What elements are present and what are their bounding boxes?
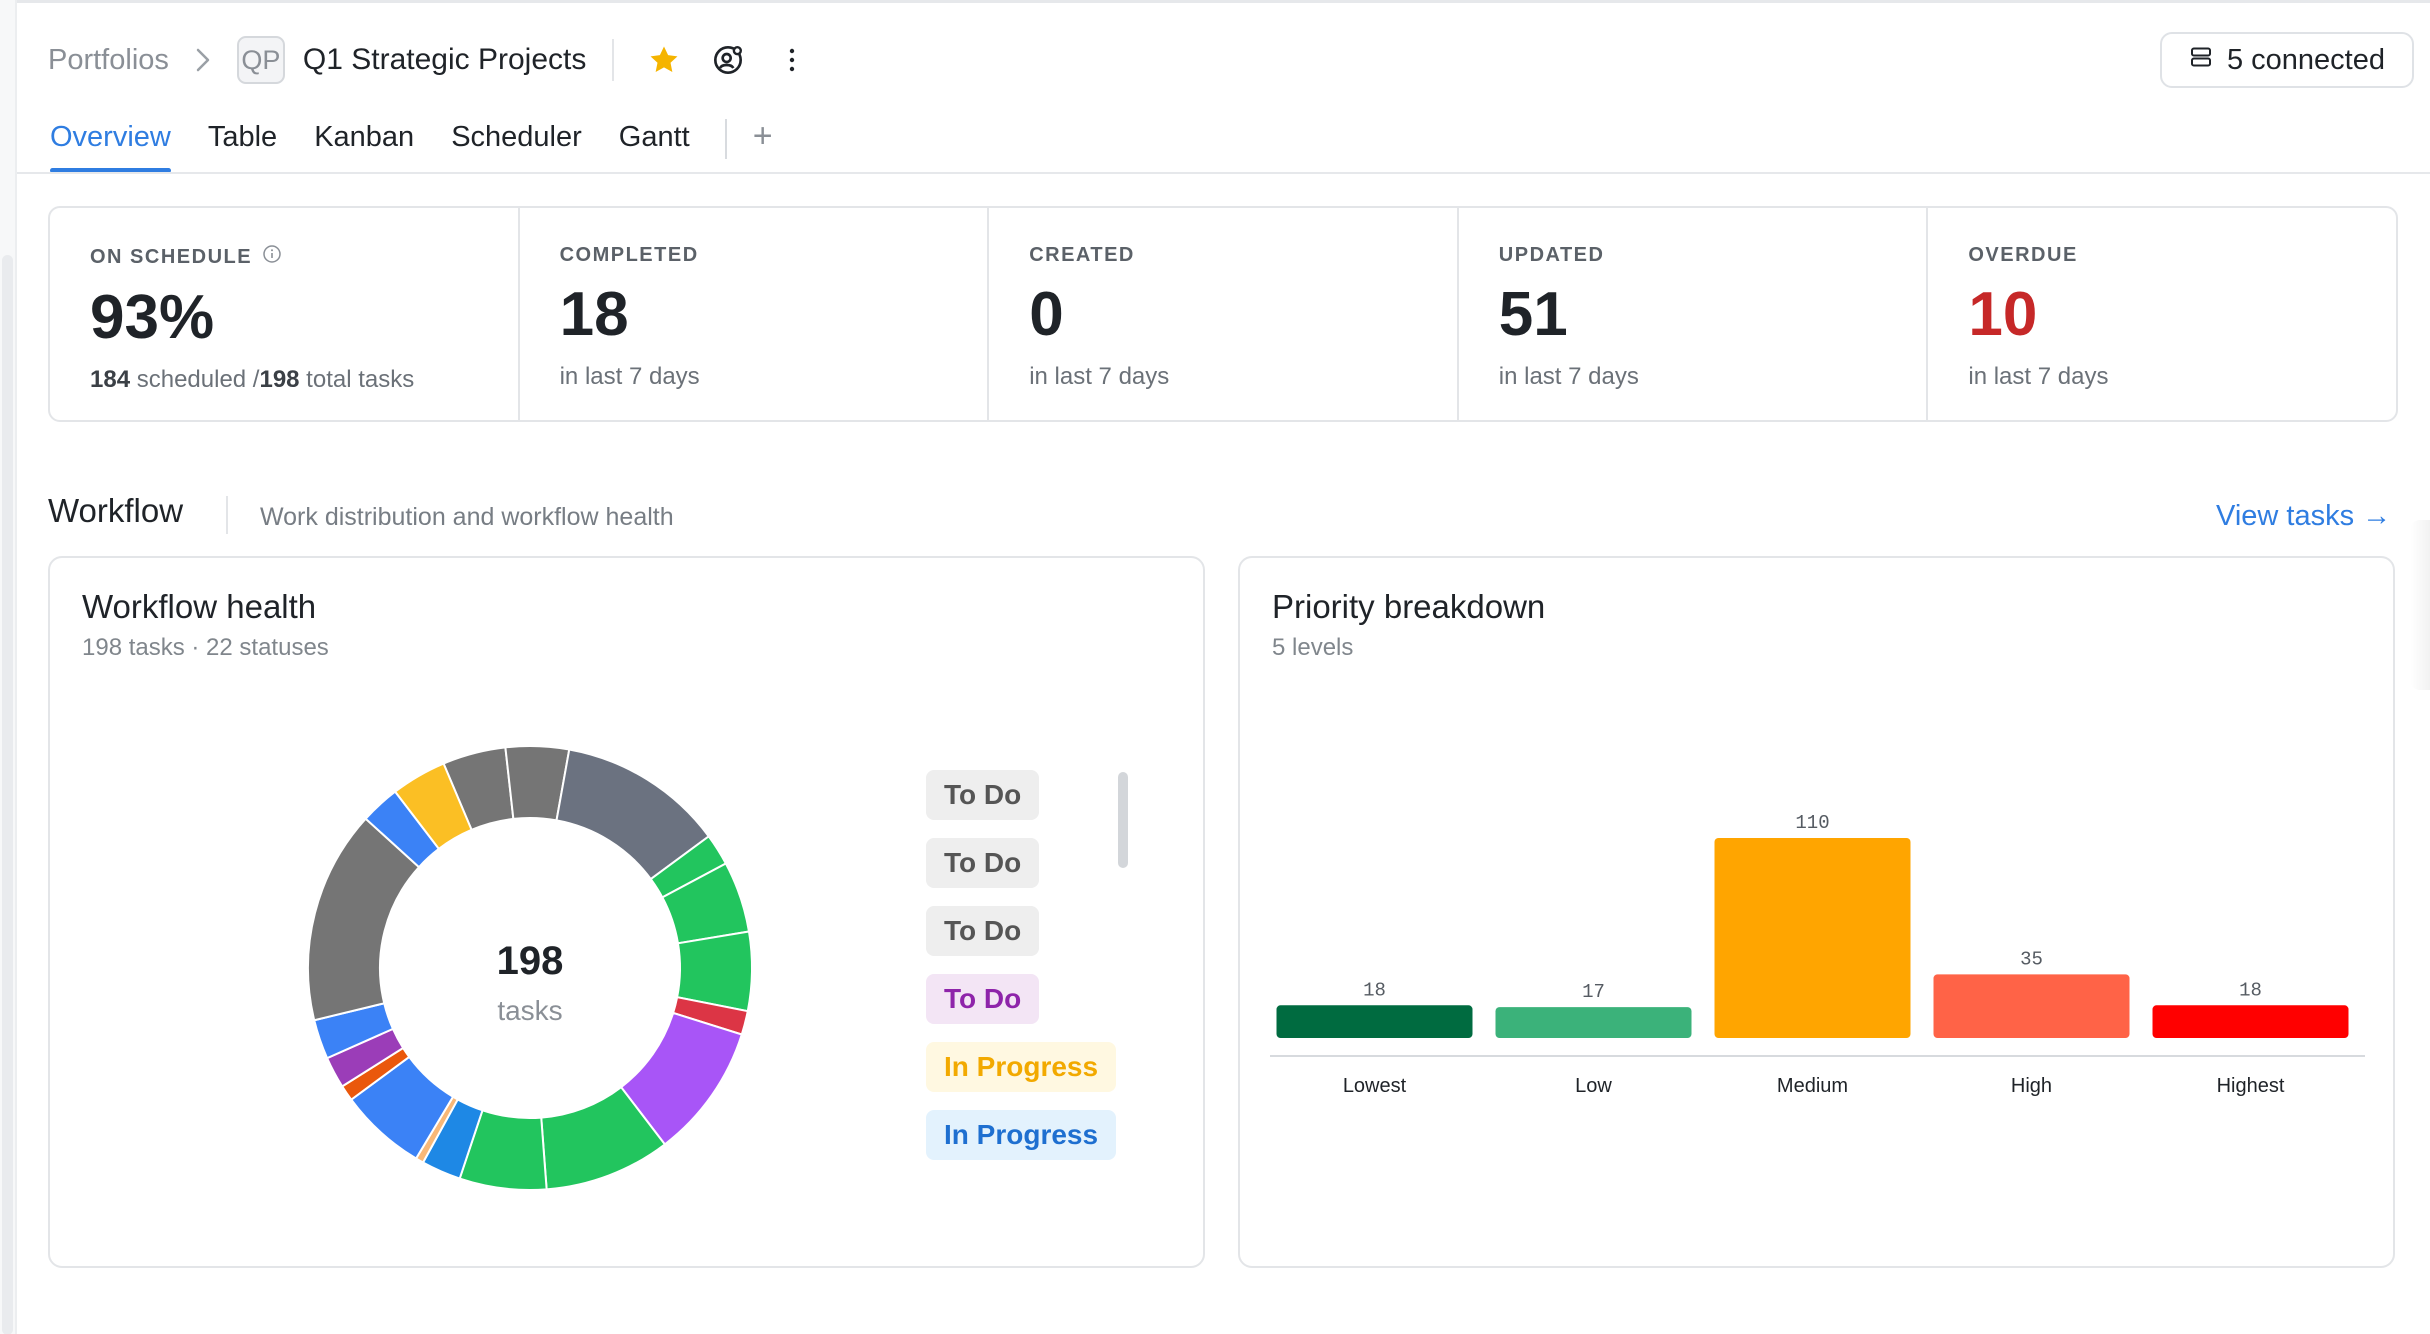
bar-highest[interactable]	[2152, 1005, 2349, 1038]
workflow-health-card: Workflow health 198 tasks · 22 statuses …	[48, 556, 1205, 1268]
tab-table[interactable]: Table	[207, 121, 278, 153]
stat-updated: UPDATED 51 in last 7 days	[1459, 208, 1929, 420]
server-icon	[2189, 44, 2213, 77]
top-border	[0, 0, 2430, 3]
bar-category-label: High	[2011, 1075, 2052, 1097]
status-pill: To Do	[926, 770, 1040, 820]
bar-value-label: 18	[2239, 979, 2262, 1001]
stat-label-text: ON SCHEDULE	[90, 245, 253, 268]
scheduled-count: 184	[90, 366, 131, 393]
stat-completed: COMPLETED 18 in last 7 days	[520, 208, 990, 420]
breadcrumb-portfolios[interactable]: Portfolios	[48, 43, 169, 76]
stat-label: CREATED	[1029, 244, 1135, 266]
status-pill: In Progress	[926, 1042, 1117, 1092]
stat-label: ON SCHEDULE	[90, 244, 478, 270]
bar-value-label: 35	[2020, 948, 2043, 970]
stat-label: COMPLETED	[559, 244, 699, 266]
bar-value-label: 17	[1582, 981, 1605, 1003]
stat-label: UPDATED	[1498, 244, 1605, 266]
bar-value-label: 110	[1795, 812, 1829, 834]
user-settings-icon[interactable]	[706, 38, 750, 82]
status-pill: To Do	[926, 974, 1040, 1024]
status-legend[interactable]: To Do To Do To Do To Do In Progress In Progre…	[926, 770, 1126, 1160]
info-icon[interactable]	[262, 244, 282, 270]
legend-item[interactable]: In Progress	[926, 1110, 1126, 1160]
section-divider	[226, 496, 228, 534]
stat-value: 10	[1968, 280, 2038, 349]
section-description: Work distribution and workflow health	[260, 503, 674, 531]
bar-category-label: Medium	[1777, 1075, 1848, 1097]
stat-value: 93%	[90, 283, 215, 352]
legend-item[interactable]: To Do	[926, 906, 1126, 974]
view-tabs: Overview Table Kanban Scheduler Gantt +	[50, 115, 773, 173]
section-title: Workflow	[48, 492, 184, 529]
status-pill: In Progress	[926, 1110, 1117, 1160]
header-divider	[612, 39, 615, 81]
bar-high[interactable]	[1933, 974, 2130, 1038]
stat-on-schedule: ON SCHEDULE 93% 184 scheduled /198 total…	[50, 208, 520, 420]
stat-value: 0	[1029, 280, 1064, 349]
stat-label: OVERDUE	[1968, 244, 2078, 266]
bar-lowest[interactable]	[1276, 1005, 1473, 1038]
total-count: 198	[259, 366, 300, 393]
legend-scrollbar[interactable]	[1118, 772, 1128, 868]
tab-overview[interactable]: Overview	[50, 115, 171, 173]
stat-sub: in last 7 days	[1968, 363, 2109, 390]
project-avatar: QP	[236, 36, 285, 84]
stat-overdue: OVERDUE 10 in last 7 days	[1928, 208, 2396, 420]
status-donut-chart[interactable]: 198 tasks	[300, 738, 760, 1198]
page-header: Portfolios QP Q1 Strategic Projects	[48, 30, 834, 90]
right-panel-edge	[2410, 520, 2430, 690]
more-vertical-icon[interactable]	[770, 38, 814, 82]
star-icon[interactable]	[642, 38, 686, 82]
stats-row: ON SCHEDULE 93% 184 scheduled /198 total…	[48, 206, 2398, 422]
left-scrollbar[interactable]	[2, 255, 13, 1334]
view-tasks-link[interactable]: View tasks →	[2216, 500, 2392, 532]
stat-sub: 184 scheduled /198 total tasks	[90, 366, 478, 394]
add-view-button[interactable]: +	[752, 117, 773, 155]
bar-category-label: Highest	[2217, 1075, 2285, 1097]
donut-center-value: 198	[497, 939, 564, 983]
tabs-divider	[724, 119, 727, 159]
stat-sub: in last 7 days	[1498, 363, 1639, 390]
connected-label: 5 connected	[2226, 43, 2385, 76]
bar-low[interactable]	[1495, 1007, 1692, 1038]
card-subtitle: 198 tasks · 22 statuses	[82, 634, 329, 661]
stat-value: 51	[1498, 280, 1568, 349]
tabs-underline	[17, 172, 2430, 174]
tab-scheduler[interactable]: Scheduler	[451, 121, 582, 153]
stat-sub: in last 7 days	[559, 363, 700, 390]
card-title: Priority breakdown	[1272, 588, 1546, 625]
status-pill: To Do	[926, 906, 1040, 956]
stat-value: 18	[559, 280, 629, 349]
stat-sub: in last 7 days	[1029, 363, 1170, 390]
chevron-right-icon	[183, 40, 223, 80]
status-pill: To Do	[926, 838, 1040, 888]
priority-bar-chart: 18 Lowest 17 Low 110 Medium 35 High 18 Highest	[1270, 812, 2365, 1097]
priority-breakdown-card: Priority breakdown 5 levels 18 Lowest 17 Lo…	[1238, 556, 2395, 1268]
bar-category-label: Low	[1575, 1075, 1612, 1097]
stat-created: CREATED 0 in last 7 days	[989, 208, 1459, 420]
card-title: Workflow health	[82, 588, 317, 625]
tab-gantt[interactable]: Gantt	[618, 121, 690, 153]
connected-button[interactable]: 5 connected	[2160, 32, 2414, 88]
bar-medium[interactable]	[1714, 838, 1911, 1038]
card-subtitle: 5 levels	[1272, 634, 1354, 661]
tab-kanban[interactable]: Kanban	[314, 121, 415, 153]
legend-item[interactable]: To Do	[926, 974, 1126, 1042]
bar-value-label: 18	[1363, 979, 1386, 1001]
total-text: total tasks	[299, 366, 415, 393]
legend-item[interactable]: To Do	[926, 838, 1126, 906]
legend-item[interactable]: In Progress	[926, 1042, 1126, 1110]
project-title[interactable]: Q1 Strategic Projects	[302, 43, 587, 76]
bar-category-label: Lowest	[1343, 1075, 1407, 1097]
donut-segment[interactable]	[393, 762, 473, 851]
legend-item[interactable]: To Do	[926, 770, 1126, 838]
scheduled-text: scheduled /	[130, 366, 260, 393]
donut-center-label: tasks	[497, 995, 562, 1026]
